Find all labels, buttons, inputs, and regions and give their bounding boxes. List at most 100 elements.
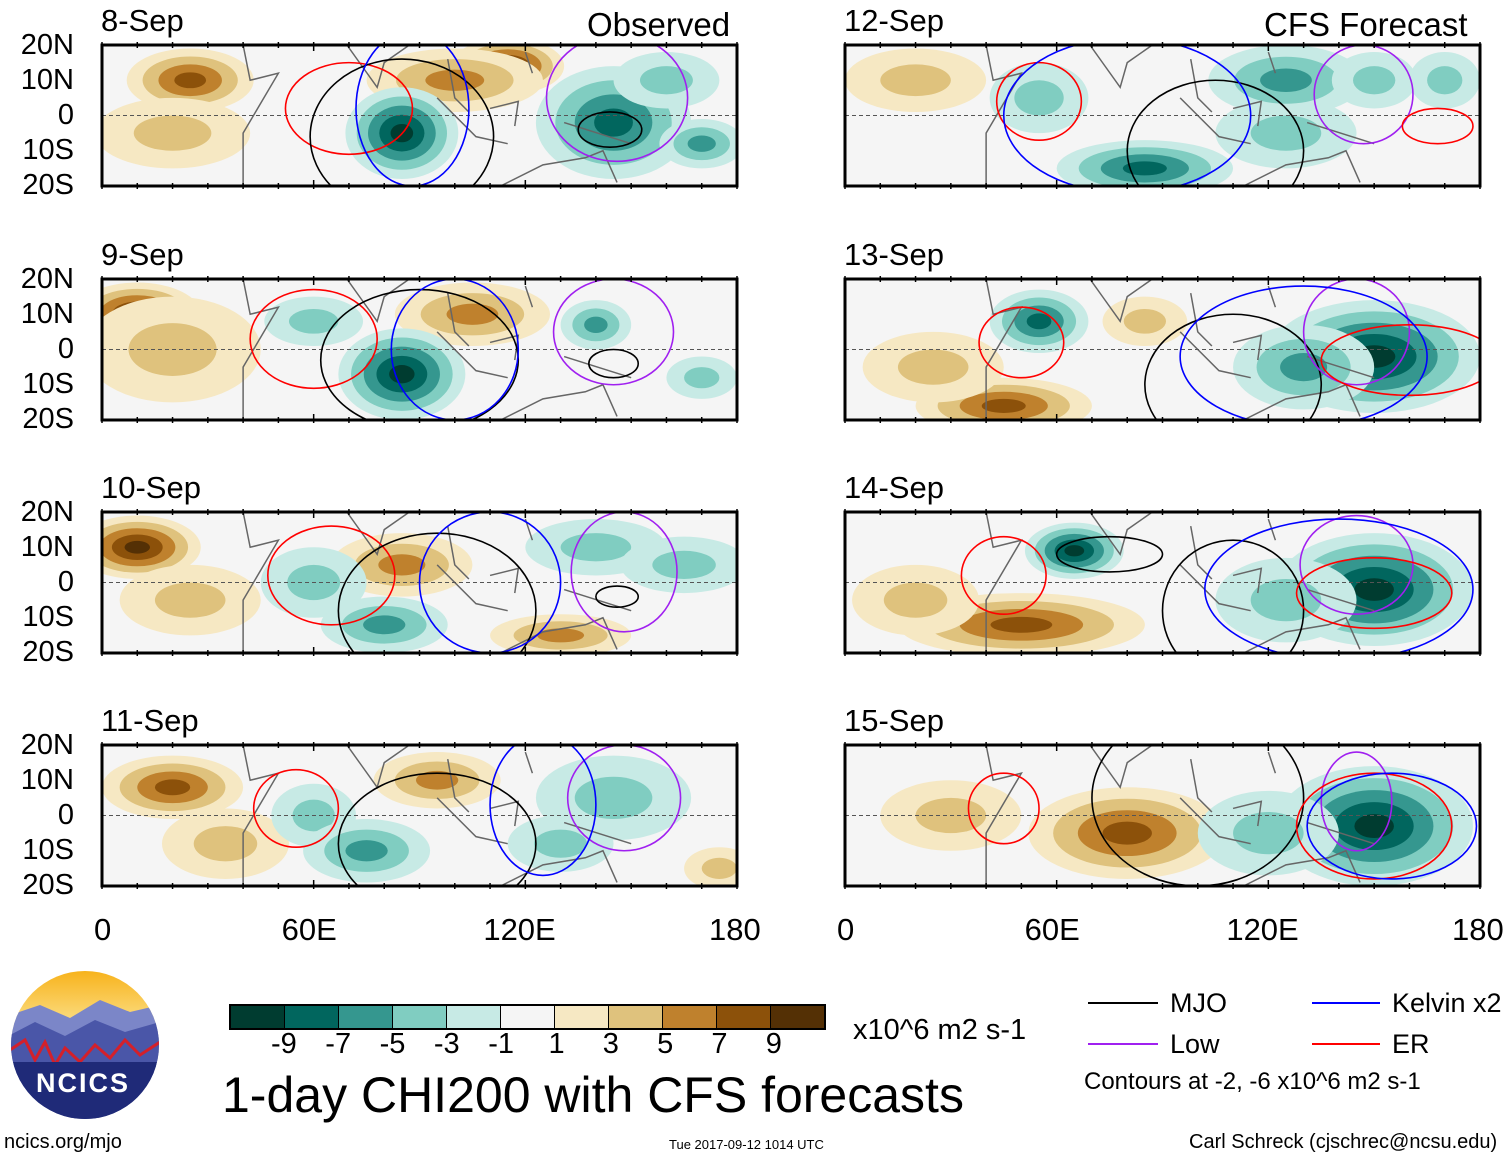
er-contour <box>284 61 414 156</box>
anomaly-shade <box>446 303 499 325</box>
colorbar-label: -7 <box>325 1028 352 1060</box>
anomaly-shade <box>1123 308 1167 334</box>
mjo-contour <box>577 111 643 149</box>
coastline <box>242 45 632 186</box>
er-contour <box>1295 557 1453 630</box>
logo-text: NCICS <box>36 1068 131 1098</box>
mjo-contour <box>1144 313 1323 420</box>
lat-tick-label: 20S <box>22 169 74 201</box>
legend-kelvin: Kelvin x2 <box>1392 988 1502 1018</box>
er-contour <box>960 535 1047 616</box>
contour-note: Contours at -2, -6 x10^6 m2 s-1 <box>1084 1068 1421 1095</box>
kelvin-contour <box>1306 772 1478 880</box>
colorbar-swatch <box>501 1006 555 1028</box>
coastline <box>985 45 1375 186</box>
anomaly-shade <box>363 615 406 635</box>
kelvin-contour <box>1179 285 1428 420</box>
lon-tick-label: 180 <box>709 912 761 947</box>
lat-tick-label: 20S <box>22 869 74 901</box>
kelvin-contour <box>418 512 562 653</box>
panel-date: 13-Sep <box>844 237 944 272</box>
lat-tick-label: 20N <box>20 496 74 528</box>
anomaly-shade <box>133 115 212 151</box>
colorbar-label: 5 <box>657 1028 674 1060</box>
lat-tick-label: 20S <box>22 636 74 668</box>
colorbar-units: x10^6 m2 s-1 <box>853 1014 1027 1046</box>
low-contour <box>1320 751 1393 852</box>
map-panel <box>100 509 739 656</box>
er-contour <box>995 61 1083 141</box>
anomaly-shade <box>1250 115 1322 151</box>
legend-er: ER <box>1392 1029 1430 1059</box>
observed-label: Observed <box>587 6 731 43</box>
map-panel <box>100 742 739 889</box>
lon-tick-label: 120E <box>1226 912 1299 947</box>
map-panel <box>843 42 1482 189</box>
mjo-swatch <box>1088 1002 1158 1004</box>
legend-mjo: MJO <box>1170 988 1227 1018</box>
lat-tick-label: 10N <box>20 531 74 563</box>
er-contour <box>967 772 1040 845</box>
anomaly-shade <box>639 66 693 95</box>
mjo-contour <box>588 348 640 379</box>
anomaly-shade <box>425 69 485 91</box>
lat-tick-label: 20N <box>20 729 74 761</box>
anomaly-shade <box>288 308 339 334</box>
er-contour <box>252 768 340 849</box>
anomaly-shade <box>560 533 632 562</box>
mjo-contour <box>337 532 537 653</box>
map-panel <box>843 509 1482 656</box>
colorbar-swatch <box>339 1006 393 1028</box>
anomaly-shade <box>154 582 226 618</box>
anomaly-shade <box>534 829 588 858</box>
colorbar-label: -1 <box>488 1028 514 1060</box>
lat-tick-label: 10S <box>22 834 74 866</box>
anomaly-shade <box>1026 313 1052 330</box>
low-contour <box>566 745 682 852</box>
anomaly-shade <box>1122 161 1167 176</box>
kelvin-contour <box>1204 518 1474 653</box>
colorbar-swatch <box>771 1006 824 1028</box>
colorbar-label: 7 <box>711 1028 728 1060</box>
anomaly-shade <box>981 398 1026 413</box>
colorbar-swatch <box>393 1006 447 1028</box>
colorbar-label: -9 <box>271 1028 297 1060</box>
colorbar-label: -5 <box>379 1028 406 1060</box>
lat-tick-label: 10S <box>22 134 74 166</box>
footer-url: ncics.org/mjo <box>4 1131 122 1153</box>
kelvin-swatch <box>1312 1002 1380 1004</box>
anomaly-shade <box>1260 68 1312 92</box>
map-panel <box>843 276 1482 423</box>
lat-tick-label: 0 <box>57 566 74 598</box>
mjo-contour <box>337 772 537 886</box>
er-swatch <box>1312 1043 1380 1045</box>
low-swatch <box>1088 1043 1158 1045</box>
mjo-contour <box>595 585 640 608</box>
anomaly-shade <box>174 72 207 89</box>
legend-low: Low <box>1170 1029 1220 1059</box>
anomaly-shade <box>684 367 720 389</box>
anomaly-shade <box>687 135 716 152</box>
anomaly-shade <box>584 316 608 334</box>
map-panel <box>100 42 739 189</box>
anomaly-shade <box>193 826 258 862</box>
anomaly-shade <box>1233 811 1304 855</box>
er-contour <box>1401 107 1474 145</box>
anomaly-shade <box>1427 66 1463 95</box>
anomaly-shade <box>897 349 969 385</box>
colorbar <box>229 1004 826 1030</box>
anomaly-shade <box>701 857 737 879</box>
lat-tick-label: 10S <box>22 601 74 633</box>
er-contour <box>978 306 1065 379</box>
panel-date: 11-Sep <box>101 703 199 738</box>
lat-tick-label: 10N <box>20 764 74 796</box>
panel-date: 10-Sep <box>101 470 201 505</box>
lat-tick-label: 0 <box>57 799 74 831</box>
low-contour <box>1299 514 1414 616</box>
coastline <box>985 745 1375 886</box>
colorbar-label: 9 <box>765 1028 782 1060</box>
kelvin-contour <box>1002 45 1252 186</box>
figure-title: 1-day CHI200 with CFS forecasts <box>222 1067 964 1123</box>
colorbar-swatch <box>717 1006 771 1028</box>
